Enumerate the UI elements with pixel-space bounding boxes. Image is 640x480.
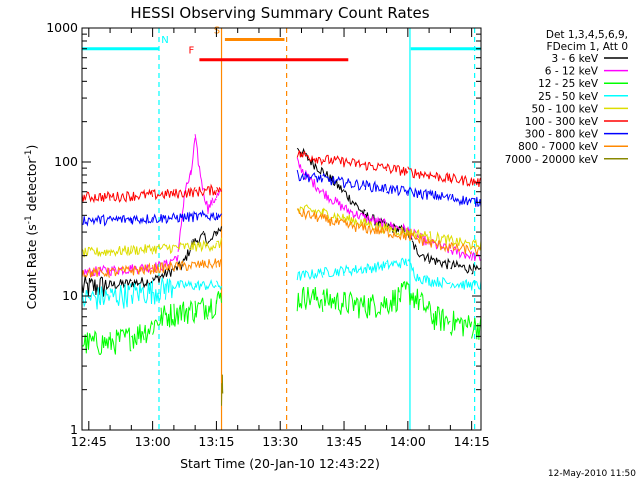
y-label-main: Count Rate (s [24, 224, 39, 309]
x-tick-label-6: 14:15 [454, 434, 490, 449]
status-bar-label-N: N [161, 35, 168, 46]
x-tick-label-2: 13:15 [198, 434, 234, 449]
y-tick-label-1: 10 [62, 288, 78, 303]
series-line-7 [81, 208, 482, 278]
y-label-mid: detector [24, 158, 39, 216]
x-axis-label: Start Time (20-Jan-10 12:43:22) [180, 456, 380, 471]
x-tick-label-1: 13:00 [135, 434, 171, 449]
legend-entry-6: 300 - 800 keV [525, 129, 599, 141]
y-label-end: ) [24, 145, 39, 150]
data-layer: N S F [81, 26, 482, 430]
series-line-6 [81, 169, 482, 227]
series-line-8 [221, 374, 224, 406]
x-tick-label-5: 14:00 [390, 434, 426, 449]
status-bar-label-S: S [214, 26, 220, 37]
series-line-0 [81, 147, 482, 297]
footer-timestamp: 12-May-2010 11:50 [548, 469, 636, 479]
y-axis-label: Count Rate (s-1 detector-1) [24, 145, 39, 310]
x-tick-label-4: 13:45 [326, 434, 362, 449]
status-bar-label-F: F [189, 46, 195, 57]
series-line-4 [81, 204, 482, 258]
series-line-3 [81, 257, 482, 310]
legend-entry-2: 12 - 25 keV [538, 78, 599, 90]
chart-title: HESSI Observing Summary Count Rates [130, 4, 429, 22]
legend-entry-5: 100 - 300 keV [525, 116, 599, 128]
y-tick-label-0: 1 [70, 422, 78, 437]
legend-entry-4: 50 - 100 keV [531, 103, 598, 115]
legend-entry-8: 7000 - 20000 keV [505, 154, 599, 166]
y-label-sup2: -1 [24, 150, 34, 159]
legend-entry-0: 3 - 6 keV [551, 53, 598, 65]
series-line-5 [81, 150, 482, 204]
legend-entry-7: 800 - 7000 keV [518, 141, 599, 153]
legend: Det 1,3,4,5,6,9,FDecim 1, Att 03 - 6 keV… [505, 29, 628, 166]
legend-entry-1: 6 - 12 keV [545, 66, 599, 78]
legend-header-0: Det 1,3,4,5,6,9, [546, 29, 628, 41]
legend-header-1: FDecim 1, Att 0 [547, 41, 628, 53]
legend-entry-3: 25 - 50 keV [538, 91, 599, 103]
y-tick-label-2: 100 [54, 154, 78, 169]
y-tick-label-3: 1000 [46, 20, 78, 35]
series-line-2 [81, 281, 482, 355]
y-label-sup1: -1 [24, 215, 34, 224]
axis-ticks: 1 10 100 1000 12:45 13:00 13:15 13:30 13:45 14:00… [46, 20, 489, 449]
plot-frame [81, 27, 482, 431]
x-tick-label-3: 13:30 [262, 434, 298, 449]
x-tick-label-0: 12:45 [71, 434, 107, 449]
